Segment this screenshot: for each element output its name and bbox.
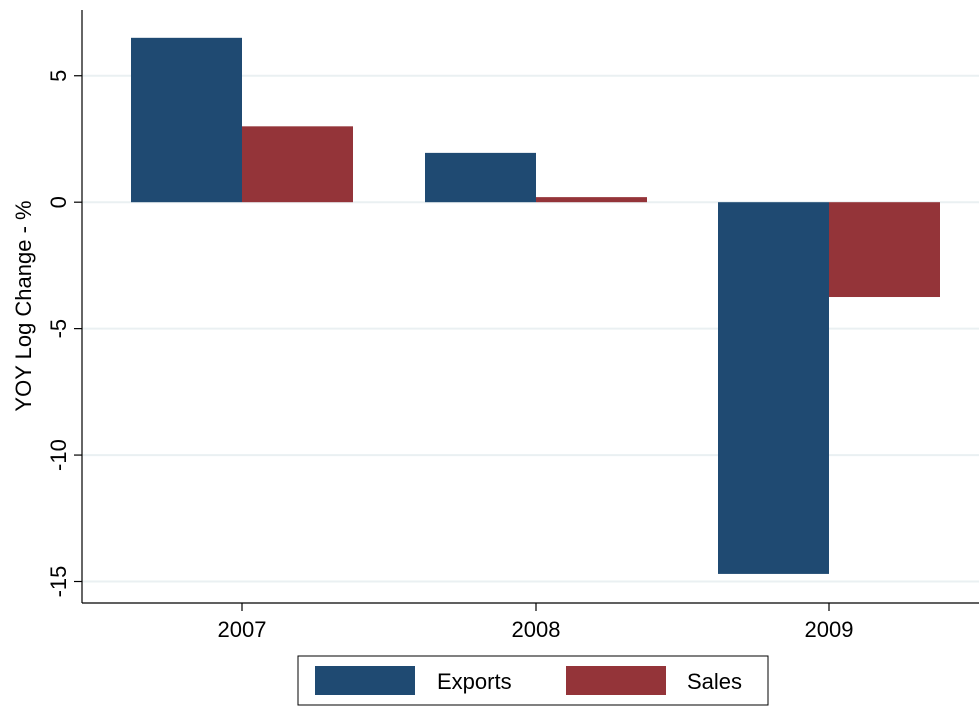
legend-label-exports: Exports [437,669,512,694]
bar-exports-2008 [425,152,536,203]
x-tick-label: 2009 [805,617,854,642]
y-tick-label: -15 [46,566,71,598]
y-axis-title: YOY Log Change - % [11,200,36,411]
bar-sales-2009 [829,202,940,298]
bar-exports-2007 [131,37,242,203]
legend-swatch-exports [315,666,415,695]
y-ticks: 5 0 -5 -10 -15 [46,70,82,598]
x-ticks: 2007 2008 2009 [218,603,854,642]
legend: Exports Sales [297,655,769,706]
x-tick-label: 2007 [218,617,267,642]
y-tick-label: -5 [46,319,71,339]
y-tick-label: -10 [46,439,71,471]
bar-exports-2009 [718,202,829,574]
y-tick-label: 0 [46,196,71,208]
y-tick-label: 5 [46,70,71,82]
bars [131,37,940,574]
bar-sales-2008 [536,197,647,203]
bar-sales-2007 [242,126,353,203]
legend-label-sales: Sales [687,669,742,694]
legend-swatch-sales [566,666,666,695]
x-tick-label: 2008 [512,617,561,642]
